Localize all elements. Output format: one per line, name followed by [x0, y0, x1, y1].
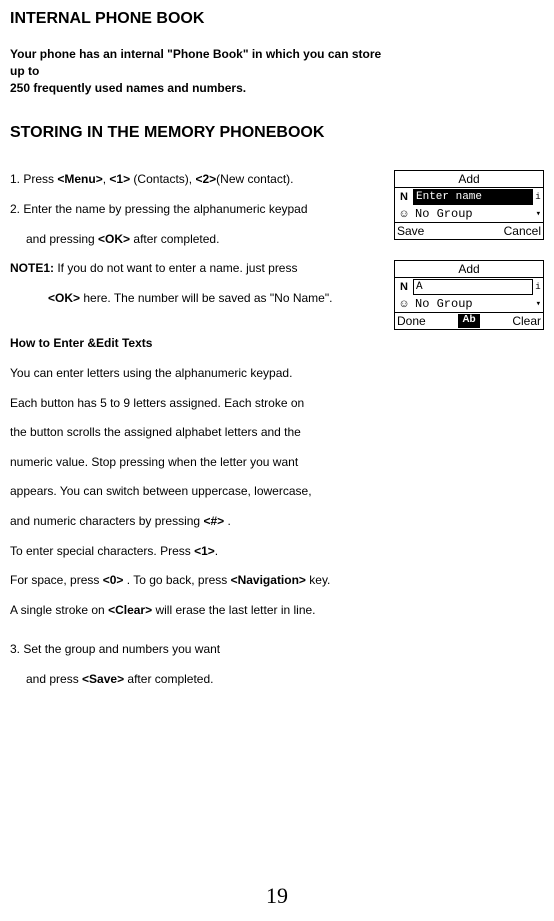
screen1-name-field: Enter name [413, 189, 533, 205]
screen1-softkeys: Save Cancel [395, 222, 543, 239]
step-2-line-1: 2. Enter the name by pressing the alphan… [10, 202, 390, 218]
screen2-soft-mid: Ab [458, 314, 479, 328]
note-label: NOTE1: [10, 261, 54, 275]
screen2-softkeys: Done Ab Clear [395, 312, 543, 329]
step-1: 1. Press <Menu>, <1> (Contacts), <2>(New… [10, 172, 390, 188]
howto-line-2: Each button has 5 to 9 letters assigned.… [10, 396, 390, 412]
page-number: 19 [266, 883, 288, 909]
screen2-soft-right: Clear [512, 314, 541, 328]
cursor-icon: i [535, 280, 541, 294]
step-3-line-1: 3. Set the group and numbers you want [10, 642, 390, 658]
howto-line-1: You can enter letters using the alphanum… [10, 366, 390, 382]
screen1-group-row: ☺ No Group ▾ [395, 206, 543, 222]
screen2-name-field: A [413, 279, 533, 295]
phone-screen-2: Add N A i ☺ No Group ▾ Done Ab Clear [394, 260, 544, 330]
page-title: INTERNAL PHONE BOOK [10, 10, 390, 28]
howto-line-8: For space, press <0> . To go back, press… [10, 573, 390, 589]
step1-key-1: <1> [109, 172, 130, 186]
dropdown-arrow-icon: ▾ [533, 299, 541, 309]
screen2-title: Add [395, 261, 543, 278]
howto8-a: For space, press [10, 573, 103, 587]
howto-line-7: To enter special characters. Press <1>. [10, 544, 390, 560]
section-heading: STORING IN THE MEMORY PHONEBOOK [10, 124, 390, 142]
howto8-e: key. [306, 573, 330, 587]
intro-line-2: 250 frequently used names and numbers. [10, 81, 246, 95]
group-icon: ☺ [397, 298, 411, 310]
note-text-2: here. The number will be saved as "No Na… [80, 291, 332, 305]
step2-c: after completed. [130, 232, 219, 246]
howto-line-3: the button scrolls the assigned alphabet… [10, 425, 390, 441]
howto-line-4: numeric value. Stop pressing when the le… [10, 455, 390, 471]
phone-screens-column: Add N Enter name i ☺ No Group ▾ Save Can… [394, 170, 544, 350]
step2-key-ok: <OK> [98, 232, 130, 246]
phone-screen-1: Add N Enter name i ☺ No Group ▾ Save Can… [394, 170, 544, 240]
screen2-soft-left: Done [397, 314, 426, 328]
step2-a: and pressing [26, 232, 98, 246]
howto8-key-0: <0> [103, 573, 124, 587]
howto7-key-1: <1> [194, 544, 215, 558]
note-line-2: <OK> here. The number will be saved as "… [10, 291, 390, 307]
step1-sep2: (Contacts), [130, 172, 195, 186]
howto6-key-hash: <#> [203, 514, 224, 528]
dropdown-arrow-icon: ▾ [533, 209, 541, 219]
howto7-a: To enter special characters. Press [10, 544, 194, 558]
note-text-1: If you do not want to enter a name. just… [54, 261, 297, 275]
howto-line-9: A single stroke on <Clear> will erase th… [10, 603, 390, 619]
step3-a: and press [26, 672, 82, 686]
screen2-group-field: No Group [413, 297, 531, 311]
howto8-c: . To go back, press [123, 573, 230, 587]
step1-suffix: (New contact). [216, 172, 293, 186]
step3-c: after completed. [124, 672, 213, 686]
howto-heading: How to Enter &Edit Texts [10, 336, 390, 352]
cursor-icon: i [535, 190, 541, 204]
howto6-c: . [224, 514, 231, 528]
screen1-title: Add [395, 171, 543, 188]
howto9-c: will erase the last letter in line. [152, 603, 315, 617]
step1-prefix: 1. Press [10, 172, 57, 186]
group-icon: ☺ [397, 208, 411, 220]
name-icon: N [397, 191, 411, 203]
screen1-soft-right: Cancel [504, 224, 541, 238]
howto8-key-nav: <Navigation> [231, 573, 306, 587]
name-icon: N [397, 281, 411, 293]
howto9-a: A single stroke on [10, 603, 108, 617]
howto-line-6: and numeric characters by pressing <#> . [10, 514, 390, 530]
intro-line-1: Your phone has an internal "Phone Book" … [10, 47, 381, 78]
screen2-name-row: N A i [395, 278, 543, 296]
step1-key-menu: <Menu> [57, 172, 102, 186]
step-3-line-2: and press <Save> after completed. [10, 672, 390, 688]
main-column: INTERNAL PHONE BOOK Your phone has an in… [10, 10, 390, 701]
howto9-key-clear: <Clear> [108, 603, 152, 617]
screen2-group-row: ☺ No Group ▾ [395, 296, 543, 312]
step-2-line-2: and pressing <OK> after completed. [10, 232, 390, 248]
howto7-c: . [215, 544, 218, 558]
screen1-group-field: No Group [413, 207, 531, 221]
intro-text: Your phone has an internal "Phone Book" … [10, 46, 390, 96]
howto-line-5: appears. You can switch between uppercas… [10, 484, 390, 500]
note-line-1: NOTE1: If you do not want to enter a nam… [10, 261, 390, 277]
step3-key-save: <Save> [82, 672, 124, 686]
howto6-a: and numeric characters by pressing [10, 514, 203, 528]
step1-key-2: <2> [195, 172, 216, 186]
screen1-soft-left: Save [397, 224, 424, 238]
screen1-name-row: N Enter name i [395, 188, 543, 206]
note-key-ok: <OK> [48, 291, 80, 305]
